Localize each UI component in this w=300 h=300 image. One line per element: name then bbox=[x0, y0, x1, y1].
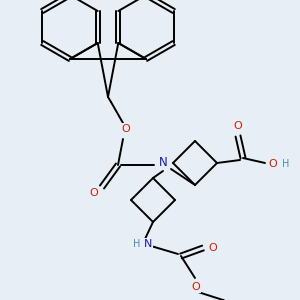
Text: H: H bbox=[133, 239, 141, 249]
Text: N: N bbox=[144, 239, 152, 249]
Text: O: O bbox=[122, 124, 130, 134]
Text: H: H bbox=[282, 159, 290, 169]
Text: O: O bbox=[90, 188, 98, 198]
Text: O: O bbox=[208, 243, 217, 253]
Text: O: O bbox=[234, 121, 242, 131]
Text: O: O bbox=[192, 282, 200, 292]
Text: O: O bbox=[268, 159, 278, 169]
Text: N: N bbox=[159, 157, 167, 169]
